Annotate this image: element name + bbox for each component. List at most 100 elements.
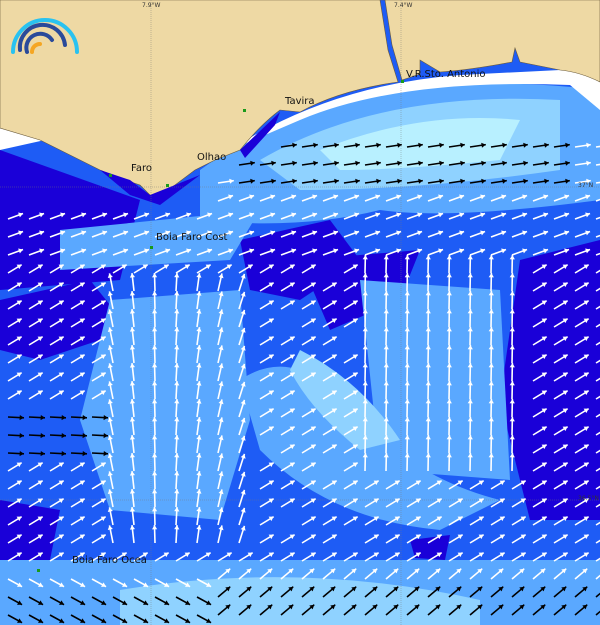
- current-arrow-head: [467, 255, 473, 260]
- current-arrow-head: [562, 462, 568, 468]
- current-arrow-head: [376, 160, 381, 166]
- current-arrow-head: [310, 462, 316, 468]
- current-arrow-head: [310, 336, 316, 342]
- current-arrow-head: [80, 600, 86, 605]
- current-arrow-head: [207, 212, 213, 218]
- current-arrow-head: [100, 354, 106, 360]
- current-arrow-head: [582, 586, 588, 592]
- current-arrow-head: [372, 586, 378, 592]
- current-arrow-head: [396, 194, 402, 200]
- current-arrow-head: [102, 230, 108, 236]
- current-arrow-head: [205, 264, 211, 270]
- current-arrow-head: [562, 282, 568, 288]
- current-arrow-head: [218, 525, 224, 531]
- current-arrow: [595, 521, 600, 526]
- current-arrow-head: [186, 212, 192, 218]
- current-arrow-head: [331, 498, 337, 504]
- current-arrow-head: [562, 264, 568, 270]
- current-arrow-head: [240, 435, 246, 441]
- current-arrow-head: [123, 230, 129, 236]
- current-arrow-head: [583, 354, 589, 360]
- current-arrow-head: [459, 194, 465, 200]
- current-arrow-head: [310, 354, 316, 360]
- current-arrow-head: [467, 363, 473, 368]
- current-arrow-head: [415, 516, 421, 522]
- current-arrow-head: [60, 248, 66, 254]
- current-arrow-head: [373, 480, 379, 486]
- current-arrow: [595, 359, 600, 364]
- current-arrow-head: [107, 435, 113, 441]
- current-arrow-head: [144, 230, 150, 236]
- current-arrow-head: [37, 264, 43, 270]
- current-arrow-head: [79, 318, 85, 324]
- current-arrow-head: [583, 480, 589, 486]
- current-arrow-head: [247, 264, 253, 270]
- current-arrow-head: [396, 230, 402, 236]
- current-arrow-head: [509, 381, 515, 386]
- current-arrow-head: [334, 142, 339, 148]
- current-arrow-head: [292, 142, 297, 148]
- current-arrow-head: [373, 534, 379, 540]
- current-arrow-head: [383, 381, 389, 386]
- current-arrow-head: [352, 390, 358, 396]
- current-arrow-head: [268, 390, 274, 396]
- current-arrow-head: [313, 142, 318, 148]
- current-arrow-head: [425, 255, 431, 260]
- current-arrow-head: [218, 453, 224, 459]
- current-arrow-head: [18, 230, 24, 236]
- current-arrow-head: [174, 471, 180, 476]
- current-arrow-head: [107, 309, 113, 315]
- current-arrow-head: [309, 604, 315, 610]
- current-arrow-head: [544, 160, 549, 166]
- current-arrow-head: [152, 507, 158, 512]
- current-arrow-head: [561, 604, 567, 610]
- buoy-faro-costeira[interactable]: Boia Faro Cost: [156, 232, 228, 243]
- current-arrow-head: [477, 586, 483, 592]
- current-arrow-head: [174, 453, 180, 458]
- current-arrow-head: [519, 586, 525, 592]
- current-arrow-head: [142, 264, 148, 270]
- current-arrow-head: [289, 426, 295, 432]
- current-arrow-head: [250, 160, 255, 166]
- current-arrow-head: [267, 568, 273, 574]
- current-arrow-head: [107, 507, 113, 513]
- current-arrow-head: [196, 489, 202, 494]
- current-arrow-head: [583, 390, 589, 396]
- current-arrow-head: [38, 600, 44, 605]
- current-arrow-head: [79, 300, 85, 306]
- buoy-faro-oceanica[interactable]: Boia Faro Ocea: [72, 555, 147, 566]
- current-arrow-head: [152, 453, 158, 458]
- current-arrow-head: [502, 142, 507, 148]
- current-arrow-head: [38, 618, 44, 623]
- current-arrow-head: [107, 525, 113, 531]
- current-arrow-head: [352, 372, 358, 378]
- current-arrow-head: [58, 264, 64, 270]
- current-arrow-head: [488, 327, 494, 332]
- current-arrow-head: [196, 507, 202, 512]
- current-arrow-head: [330, 604, 336, 610]
- current-arrow-head: [129, 453, 136, 458]
- current-arrow-head: [583, 462, 589, 468]
- current-arrow-head: [17, 618, 23, 623]
- current-arrow-head: [375, 248, 381, 254]
- current-arrow-head: [58, 498, 64, 504]
- current-arrow-head: [240, 273, 246, 279]
- current-arrow-head: [376, 178, 381, 184]
- current-arrow-head: [373, 498, 379, 504]
- current-arrow: [595, 610, 600, 616]
- current-arrow-head: [249, 194, 255, 200]
- current-arrow-head: [456, 586, 462, 592]
- current-arrow-head: [129, 273, 136, 278]
- place-faro: Faro: [131, 163, 152, 174]
- current-arrow-head: [522, 248, 528, 254]
- current-arrow-head: [143, 600, 149, 605]
- current-arrow-head: [583, 426, 589, 432]
- current-arrow-head: [481, 178, 486, 184]
- current-arrow-head: [352, 516, 358, 522]
- current-arrow-head: [541, 390, 547, 396]
- current-arrow-head: [404, 363, 410, 368]
- current-arrow-head: [436, 552, 442, 558]
- current-arrow-head: [331, 372, 337, 378]
